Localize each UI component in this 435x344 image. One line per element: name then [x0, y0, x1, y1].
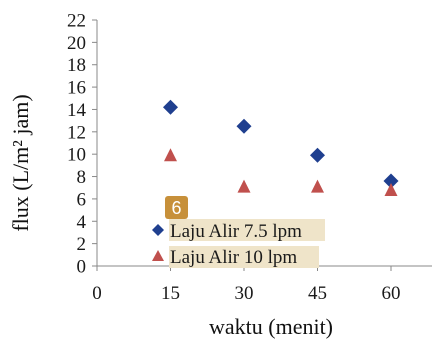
- series-2-point: [237, 179, 251, 193]
- y-tick-label: 20: [67, 33, 86, 54]
- y-axis-title: flux (L/m² jam): [8, 94, 33, 231]
- x-tick-label: 15: [161, 283, 180, 304]
- data-points: [163, 99, 399, 196]
- number-badge: 6: [165, 196, 188, 219]
- y-tick-label: 22: [67, 11, 86, 32]
- y-tick-label: 2: [77, 234, 87, 255]
- series-1-point: [310, 147, 325, 163]
- series-1-point: [383, 173, 399, 189]
- legend: Laju Alir 7.5 lpm Laju Alir 10 lpm: [152, 219, 325, 268]
- series-2-point: [311, 179, 324, 193]
- y-tick-label: 12: [67, 122, 86, 143]
- series-2-point: [384, 182, 398, 196]
- legend-triangle-marker: [152, 250, 164, 261]
- x-tick-label: 30: [235, 283, 254, 304]
- x-tick-labels: 0 15 30 45 60: [92, 266, 401, 304]
- legend-label-series-2: Laju Alir 10 lpm: [170, 247, 297, 268]
- x-axis-title: waktu (menit): [209, 314, 333, 339]
- x-tick-label: 60: [382, 283, 401, 304]
- y-tick-label: 16: [67, 78, 86, 99]
- x-tick-label: 0: [92, 283, 102, 304]
- y-tick-label: 14: [67, 100, 87, 121]
- legend-entry-1-background: [169, 219, 325, 241]
- legend-diamond-marker: [152, 224, 164, 236]
- y-tick-label: 4: [77, 212, 87, 233]
- y-tick-label: 6: [77, 189, 87, 210]
- badge-box: [165, 196, 188, 219]
- series-1-point: [163, 99, 178, 115]
- badge-label: 6: [171, 198, 181, 218]
- y-tick-label: 10: [67, 145, 86, 166]
- legend-label-series-1: Laju Alir 7.5 lpm: [170, 221, 302, 242]
- y-tick-label: 8: [77, 167, 87, 188]
- x-tick-label: 45: [308, 283, 327, 304]
- series-2-point: [164, 148, 177, 162]
- y-tick-label: 0: [77, 257, 87, 278]
- legend-entry-2-background: [169, 246, 319, 268]
- series-1-point: [236, 118, 252, 134]
- y-tick-label: 18: [67, 55, 86, 76]
